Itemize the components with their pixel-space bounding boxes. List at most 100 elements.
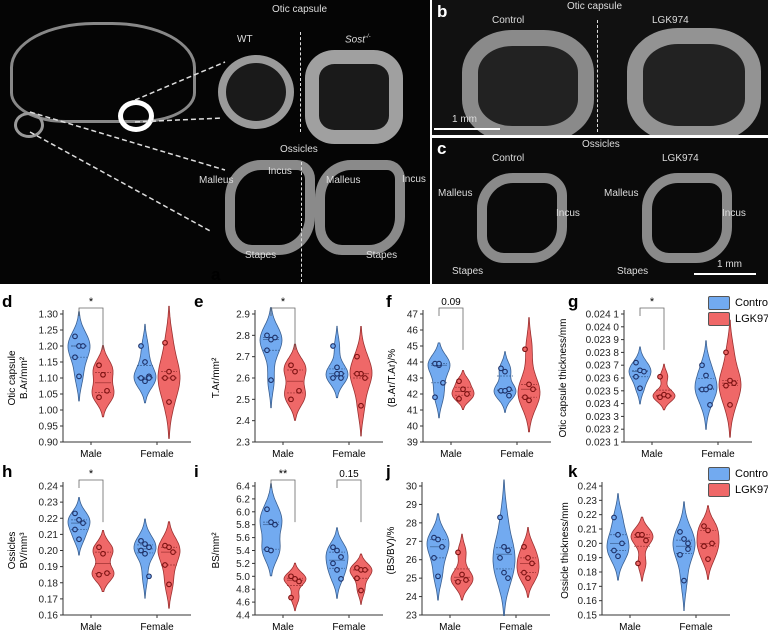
data-point [146,375,152,381]
y-tick-label: 1.30 [39,310,59,321]
significance-label: * [650,296,655,308]
violin-control-male [67,311,91,402]
control-otic-capsule [462,30,594,135]
x-tick-label: Female [500,449,534,460]
data-point [288,573,294,580]
y-axis-label: T.Ar/mm² [211,357,222,398]
significance-bracket: * [270,296,296,350]
lgk-swatch [708,483,730,497]
legend-item-control: Control [708,295,768,311]
violin-control-male [427,342,451,419]
y-tick-label: 0.023 4 [586,399,620,410]
data-point [272,334,278,341]
chart-f: f 39 40 41 42 43 44 45 46 47 (B.Ar/T.Ar)/% Male Fema… [384,290,576,462]
y-tick-label: 0.21 [578,525,598,536]
data-point [637,385,643,392]
y-tick-label: 47 [407,310,419,321]
data-point [436,360,442,367]
y-tick-label: 0.024 0 [586,322,620,333]
y-tick-label: 0.023 9 [586,335,620,346]
divider [301,162,302,282]
legend-label: Control [735,468,768,480]
x-tick-label: Male [619,622,641,633]
y-tick-label: 26 [406,555,418,566]
data-point [611,514,617,521]
y-tick-label: 0.95 [39,422,59,433]
data-point [138,547,144,554]
chart-g: g 0.023 1 0.023 2 0.023 3 0.023 4 0.023 5 0.02… [558,290,768,462]
y-tick-label: 0.17 [39,594,59,605]
significance-bracket: 0.09 [438,297,464,350]
y-tick-label: 0.16 [39,611,59,622]
data-point [455,578,461,585]
data-point [334,566,340,573]
data-point [166,544,172,551]
data-point [330,560,336,567]
violin-lgk974-male [450,533,474,601]
data-point [142,541,148,547]
y-tick-label: 1.15 [39,358,59,369]
violin-lgk974-female [349,553,373,605]
data-point [138,537,144,544]
data-point [639,531,645,538]
scale-bar [694,273,756,275]
y-axis-label: Ossicle thickness/mm [560,502,571,599]
legend-item-lgk: LGK974 [708,311,768,327]
data-point [525,555,531,561]
violin-lgk974-male [630,516,654,582]
y-tick-label: 45 [407,342,419,353]
y-axis-label: BV/mm³ [19,532,30,569]
chart-svg: d 0.90 0.95 1.00 1.05 1.10 1.15 1.20 1.25 1.30 Oti… [2,292,191,460]
y-tick-label: 0.023 1 [586,438,620,449]
significance-label: 0.09 [441,297,461,308]
data-point [701,543,707,550]
stapes-label: Stapes [617,266,649,277]
control-ossicles [477,173,567,263]
chart-d: d 0.90 0.95 1.00 1.05 1.10 1.15 1.20 1.25 1.30 Oti… [0,290,192,462]
y-tick-label: 5.0 [236,572,250,583]
zoom-lines [29,61,226,233]
y-tick-label: 0.24 [578,482,598,493]
data-point [530,386,536,393]
panel-label-c: c [437,139,447,158]
x-tick-label: Male [439,622,461,633]
violin-lgk974-female [696,505,720,580]
significance-bracket: * [639,296,665,350]
legend-item-lgk: LGK974 [708,482,768,498]
x-tick-label: Female [499,622,533,633]
data-point [264,332,270,339]
y-tick-label: 42 [407,390,419,401]
data-point [615,553,621,560]
data-point [72,333,78,340]
data-point [288,594,294,601]
data-point [502,387,508,394]
data-point [80,343,86,349]
significance-bracket: * [78,296,104,350]
y-axis-label: Otic capsule [7,350,18,405]
x-tick-label: Female [679,622,713,633]
y-tick-label: 2.9 [236,310,250,321]
y-axis-label: (BS/BV)/% [386,527,397,575]
data-point [501,543,507,550]
y-tick-label: 44 [407,358,419,369]
panel-label-a: a [211,265,221,284]
lgk-ossicles [642,173,732,263]
incus-label: Incus [268,166,292,177]
y-tick-label: 0.023 2 [586,425,620,436]
panel-a-ct-image: Otic capsule WT Sost-/- Ossicles Malleus… [0,0,430,284]
violin-lgk974-female [517,317,541,433]
y-tick-label: 2.5 [236,395,250,406]
data-point [338,554,344,560]
data-point [334,364,340,371]
incus-label: Incus [402,174,426,185]
data-point [80,520,86,526]
violin-control-male [259,483,283,577]
malleus-label: Malleus [326,175,361,186]
y-tick-label: 6.4 [236,482,250,493]
y-tick-label: 2.7 [236,352,250,363]
y-tick-label: 40 [407,422,419,433]
data-point [731,380,737,386]
data-point [96,394,102,401]
data-point [525,575,531,581]
data-point [76,517,82,523]
